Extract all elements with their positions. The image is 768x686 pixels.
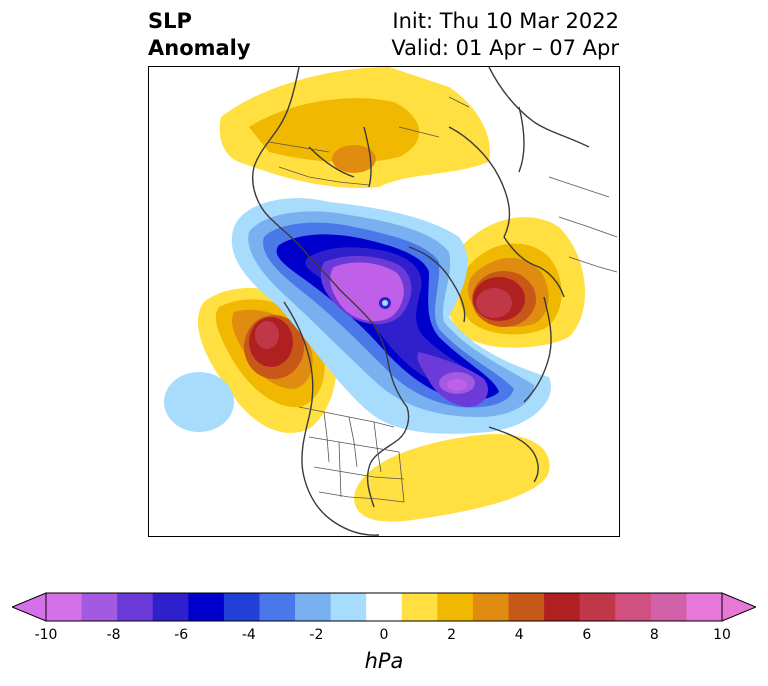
colorbar-segment: [650, 593, 687, 621]
anomaly-positive-atlantic: [354, 434, 550, 522]
colorbar-unit-label: hPa: [364, 649, 404, 673]
colorbar-tick-label: -2: [309, 627, 324, 643]
colorbar-tick-label: 0: [379, 627, 389, 643]
anomaly-positive-siberia: [219, 67, 490, 188]
colorbar-segment: [117, 593, 154, 621]
colorbar-segment: [188, 593, 225, 621]
title-variable: SLP: [148, 9, 192, 33]
colorbar-segment: [472, 593, 510, 621]
map-svg: [149, 67, 619, 536]
anomaly-negative-pacific: [164, 372, 234, 432]
colorbar-low-extend: [12, 592, 47, 622]
colorbar-segment: [81, 593, 118, 621]
colorbar-segment: [615, 593, 652, 621]
colorbar-high-extend: [721, 592, 756, 622]
colorbar-segment: [401, 593, 438, 621]
colorbar-tick-label: -8: [106, 627, 121, 643]
colorbar-segment: [295, 593, 332, 621]
colorbar-tick-label: -10: [34, 627, 58, 643]
colorbar-tick-label: 4: [514, 627, 524, 643]
colorbar-segment: [330, 593, 367, 621]
colorbar-tick-label: -4: [241, 627, 256, 643]
colorbar-segment: [579, 593, 616, 621]
coastlines: [252, 67, 590, 536]
colorbar-tick-label: 6: [582, 627, 592, 643]
colorbar-segment: [437, 593, 474, 621]
title-variable-2: Anomaly: [148, 36, 251, 60]
valid-range: Valid: 01 Apr – 07 Apr: [391, 36, 619, 60]
anomaly-negative-arctic: [231, 198, 551, 434]
init-date: Init: Thu 10 Mar 2022: [392, 9, 619, 33]
colorbar-tick-label: 8: [649, 627, 659, 643]
colorbar-segment: [46, 593, 83, 621]
colorbar-segment: [259, 593, 296, 621]
title-right: Init: Thu 10 Mar 2022 Valid: 01 Apr – 07…: [391, 8, 619, 62]
colorbar-segment: [366, 593, 403, 621]
colorbar-tick-label: -6: [174, 627, 189, 643]
title-left: SLP Anomaly: [148, 8, 251, 62]
political-borders: [268, 96, 618, 503]
colorbar-tick-label: 2: [447, 627, 457, 643]
slp-anomaly-map: [148, 66, 620, 537]
colorbar-segment: [223, 593, 260, 621]
colorbar-tick-label: 10: [713, 627, 731, 643]
colorbar-segment: [152, 593, 189, 621]
colorbar: [12, 592, 756, 622]
colorbar-segment: [508, 593, 545, 621]
colorbar-segment: [686, 593, 723, 621]
anomaly-positive-europe: [443, 217, 586, 348]
colorbar-segment: [544, 593, 581, 621]
